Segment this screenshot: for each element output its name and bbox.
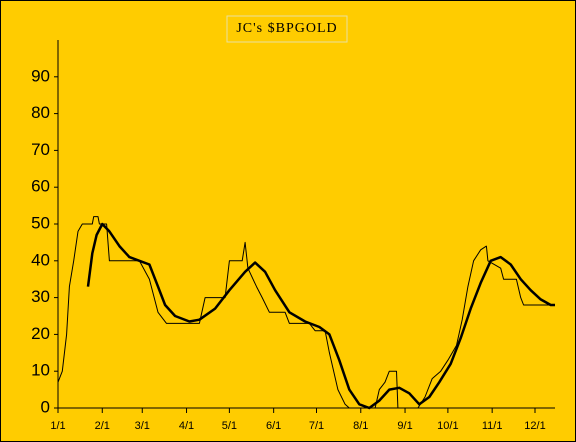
- x-tick-label: 1/1: [50, 420, 65, 432]
- y-tick-label: 90: [31, 66, 50, 85]
- data-line: [57, 216, 555, 409]
- y-tick-label: 80: [31, 103, 50, 122]
- x-tick-label: 4/1: [179, 420, 194, 432]
- x-tick-label: 11/1: [482, 420, 503, 432]
- y-tick-label: 40: [31, 250, 50, 269]
- x-tick-label: 9/1: [397, 420, 412, 432]
- x-tick-label: 7/1: [309, 420, 324, 432]
- y-tick-label: 30: [31, 287, 50, 306]
- x-tick-label: 2/1: [95, 420, 110, 432]
- x-tick-label: 10/1: [437, 420, 458, 432]
- y-tick-label: 0: [41, 397, 50, 416]
- y-tick-label: 60: [31, 177, 50, 196]
- data-line: [86, 222, 555, 410]
- x-tick-label: 12/1: [524, 420, 545, 432]
- y-tick-label: 20: [31, 324, 50, 343]
- y-tick-label: 50: [31, 213, 50, 232]
- x-tick-label: 6/1: [266, 420, 281, 432]
- x-tick-label: 3/1: [135, 420, 150, 432]
- y-tick-label: 10: [31, 361, 50, 380]
- x-tick-label: 8/1: [353, 420, 368, 432]
- title-box: [226, 15, 348, 43]
- x-tick-label: 5/1: [222, 420, 237, 432]
- chart-title: JC's $BPGOLD: [236, 21, 337, 36]
- y-tick-label: 70: [31, 140, 50, 159]
